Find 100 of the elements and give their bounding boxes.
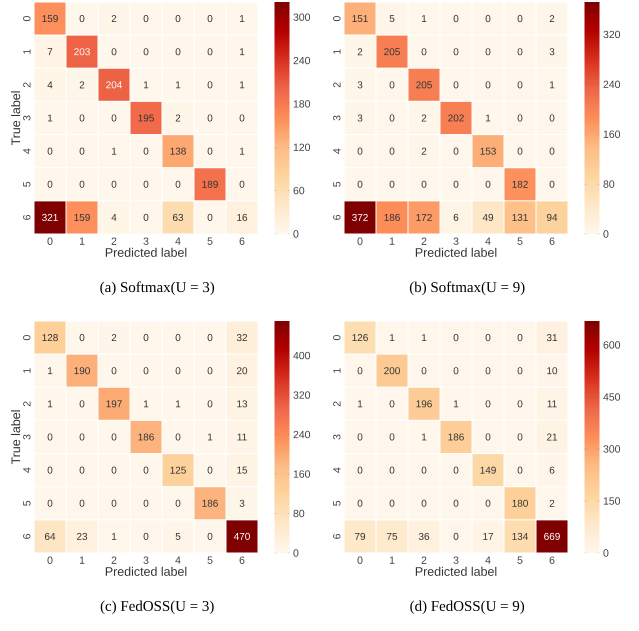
data-label: 0 — [80, 148, 84, 155]
data-label: 13 — [237, 400, 248, 408]
x-tick-label: 4 — [485, 556, 491, 564]
data-label: 0 — [208, 400, 212, 408]
data-label: 0 — [486, 400, 490, 408]
data-label: 180 — [512, 500, 528, 507]
color-bar-label: 160 — [604, 130, 620, 138]
data-label: 0 — [422, 180, 426, 188]
data-label: 1 — [454, 400, 458, 408]
data-label: 0 — [358, 148, 362, 155]
data-label: 0 — [454, 466, 458, 474]
data-label: 0 — [208, 114, 212, 122]
data-label: 0 — [518, 367, 522, 374]
data-label: 3 — [550, 48, 554, 56]
data-label: 0 — [422, 500, 426, 507]
data-label: 2 — [422, 114, 426, 122]
data-label: 0 — [518, 433, 522, 441]
data-label: 0 — [80, 180, 84, 188]
data-label: 0 — [80, 114, 84, 122]
data-label: 0 — [518, 81, 522, 88]
x-tick-label: 2 — [112, 238, 116, 245]
y-tick-label: 4 — [23, 468, 30, 473]
data-label: 21 — [546, 434, 558, 440]
data-label: 2 — [80, 81, 84, 88]
data-label: 4 — [47, 81, 52, 88]
data-label: 0 — [454, 15, 458, 22]
x-axis-title: Predicted label — [106, 566, 186, 576]
y-tick-label: 3 — [23, 116, 30, 121]
color-bar-label: 600 — [604, 341, 620, 349]
data-label: 3 — [358, 81, 362, 88]
data-label: 0 — [80, 334, 84, 342]
x-tick-label: 3 — [143, 238, 148, 245]
data-label: 1 — [144, 81, 148, 88]
data-label: 0 — [454, 367, 458, 374]
data-label: 0 — [80, 15, 84, 22]
data-label: 186 — [202, 500, 218, 507]
x-tick-label: 1 — [80, 556, 84, 564]
y-tick-label: 3 — [333, 116, 340, 121]
data-label: 0 — [208, 148, 212, 155]
color-bar-label: 160 — [294, 470, 310, 478]
color-bar-label: 80 — [603, 180, 614, 188]
x-tick-label: 5 — [518, 238, 522, 245]
data-label: 2 — [422, 148, 426, 155]
data-label: 3 — [358, 114, 362, 122]
color-bar-label: 320 — [603, 30, 620, 38]
data-label: 17 — [483, 533, 494, 540]
data-label: 669 — [544, 532, 560, 540]
data-label: 0 — [144, 180, 148, 188]
data-label: 0 — [358, 367, 362, 374]
data-label: 0 — [48, 500, 52, 507]
data-label: 23 — [76, 532, 88, 540]
data-label: 0 — [112, 466, 116, 474]
data-label: 0 — [240, 114, 244, 122]
data-label: 0 — [112, 48, 116, 56]
x-tick-label: 0 — [47, 238, 52, 245]
data-label: 0 — [48, 180, 52, 188]
color-bar-label: 0 — [293, 230, 298, 238]
data-label: 0 — [486, 180, 490, 188]
x-tick-label: 3 — [453, 238, 458, 245]
data-label: 149 — [480, 466, 496, 474]
x-tick-label: 4 — [175, 556, 181, 564]
data-label: 0 — [518, 148, 522, 155]
x-tick-label: 3 — [143, 556, 148, 564]
data-label: 0 — [144, 500, 148, 507]
color-bar-label: 60 — [294, 186, 304, 194]
y-tick-label: 0 — [23, 16, 30, 22]
data-label: 0 — [208, 214, 212, 221]
data-label: 0 — [208, 15, 212, 22]
color-bar-label: 240 — [294, 56, 310, 64]
color-bar-label: 150 — [604, 497, 620, 505]
data-label: 2 — [358, 48, 362, 56]
data-label: 1 — [358, 400, 362, 408]
data-label: 204 — [106, 81, 122, 88]
data-label: 1 — [240, 81, 244, 88]
data-label: 1 — [422, 434, 426, 440]
color-bar-label: 0 — [603, 549, 608, 557]
data-label: 32 — [236, 334, 248, 342]
data-label: 31 — [546, 334, 558, 342]
x-tick-label: 2 — [422, 238, 426, 245]
y-tick-label: 2 — [23, 401, 30, 406]
data-label: 15 — [237, 466, 248, 474]
data-label: 0 — [486, 433, 490, 441]
data-label: 0 — [390, 500, 394, 507]
data-label: 0 — [176, 334, 180, 342]
data-label: 203 — [74, 48, 90, 56]
color-bar-label: 240 — [604, 80, 620, 88]
data-label: 0 — [390, 433, 394, 441]
data-label: 186 — [448, 433, 464, 441]
data-label: 0 — [208, 81, 212, 88]
data-label: 5 — [390, 15, 394, 22]
data-label: 0 — [144, 15, 148, 22]
data-label: 64 — [44, 532, 56, 540]
data-label: 0 — [144, 466, 148, 474]
data-label: 0 — [48, 148, 52, 155]
data-label: 79 — [354, 532, 366, 540]
data-label: 0 — [518, 400, 522, 408]
data-label: 6 — [454, 214, 458, 221]
x-tick-label: 6 — [550, 556, 554, 564]
data-label: 1 — [176, 400, 180, 408]
text: (b) Softmax(U = 9) — [410, 282, 524, 296]
